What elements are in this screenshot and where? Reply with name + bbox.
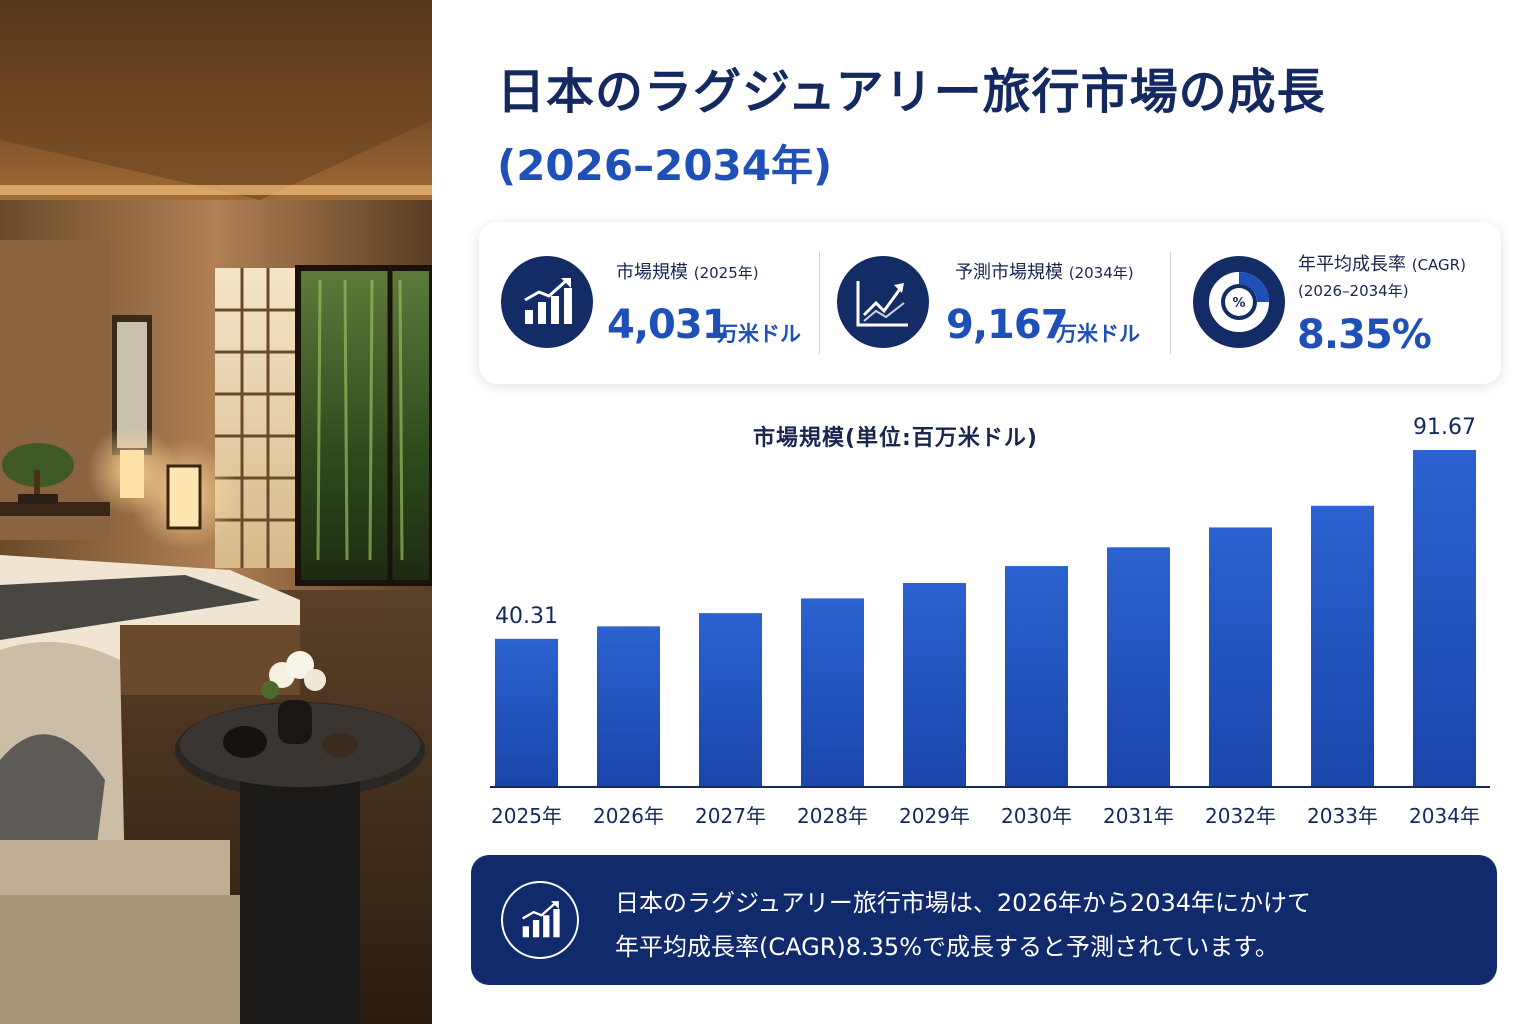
bar-2034年 [1413, 450, 1476, 787]
page-subtitle: (2026–2034年) [497, 141, 833, 190]
bar-2033年 [1311, 505, 1374, 787]
summary-banner: 日本のラグジュアリー旅行市場は、2026年から2034年にかけて 年平均成長率(… [471, 855, 1497, 985]
kpi-unit: 万米ドル [1056, 322, 1140, 346]
kpi-forecast-2034: 予測市場規模 (2034年) 9,167 万米ドル [820, 222, 1170, 384]
bar-2029年 [903, 582, 966, 787]
x-tick-label: 2025年 [491, 804, 562, 828]
x-tick-label: 2030年 [1001, 804, 1072, 828]
x-tick-label: 2034年 [1409, 804, 1480, 828]
bar-2030年 [1005, 566, 1068, 787]
hotel-room-photo [0, 0, 432, 1024]
bar-chart: 2025年 2026年 2027年 2028年 2029年 2030年 2031年 2032年… [490, 415, 1490, 828]
bar-2031年 [1107, 547, 1170, 787]
bar-2028年 [801, 598, 864, 787]
line-chart-up-icon [837, 256, 929, 348]
bar-chart-up-icon [501, 256, 593, 348]
kpi-value: 9,167 [946, 302, 1069, 348]
kpi-label: 市場規模 (2025年) [616, 262, 759, 283]
kpi-label-period: (2026–2034年) [1298, 282, 1409, 300]
x-tick-label: 2032年 [1205, 804, 1276, 828]
x-tick-label: 2026年 [593, 804, 664, 828]
summary-line-1: 日本のラグジュアリー旅行市場は、2026年から2034年にかけて [615, 889, 1311, 917]
kpi-card: 市場規模 (2025年) 4,031 万米ドル 予測市場規模 (2034年) 9… [479, 222, 1501, 384]
x-tick-label: 2033年 [1307, 804, 1378, 828]
svg-text:%: % [1232, 296, 1245, 311]
kpi-divider [1170, 252, 1171, 354]
chart-title: 市場規模(単位:百万米ドル) [753, 426, 1038, 451]
bar-2027年 [699, 613, 762, 787]
ryokan-interior-illustration [0, 0, 432, 1024]
kpi-label: 年平均成長率 (CAGR) [1298, 254, 1466, 275]
kpi-unit: 万米ドル [717, 322, 801, 346]
kpi-value: 8.35% [1297, 312, 1432, 358]
kpi-value: 4,031 [607, 302, 730, 348]
x-tick-label: 2029年 [899, 804, 970, 828]
data-label: 91.67 [1413, 415, 1476, 440]
bar-2026年 [597, 626, 660, 787]
summary-line-2: 年平均成長率(CAGR)8.35%で成長すると予測されています。 [615, 933, 1279, 961]
data-label: 40.31 [495, 604, 558, 629]
bar-chart-up-icon [501, 881, 579, 959]
page-title: 日本のラグジュアリー旅行市場の成長 [497, 64, 1326, 120]
kpi-label: 予測市場規模 (2034年) [955, 262, 1134, 283]
bar-2025年 [495, 638, 558, 787]
kpi-divider [819, 252, 820, 354]
x-tick-label: 2028年 [797, 804, 868, 828]
bar-2032年 [1209, 527, 1272, 787]
kpi-market-size-2025: 市場規模 (2025年) 4,031 万米ドル [479, 222, 819, 384]
kpi-cagr: % 年平均成長率 (CAGR) (2026–2034年) 8.35% [1171, 222, 1501, 384]
percent-donut-icon: % [1193, 256, 1285, 348]
x-tick-label: 2031年 [1103, 804, 1174, 828]
x-tick-label: 2027年 [695, 804, 766, 828]
